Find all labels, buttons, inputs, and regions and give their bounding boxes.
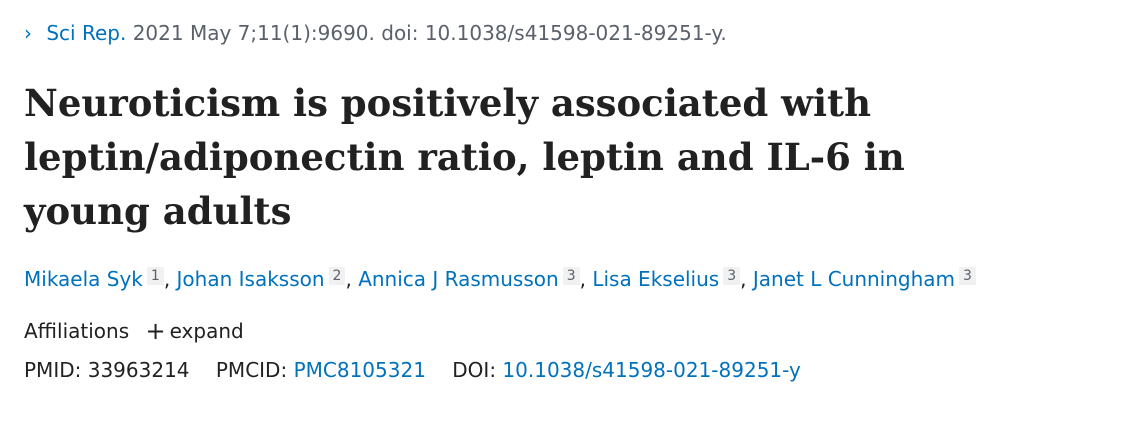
author-link[interactable]: Mikaela Syk	[24, 267, 143, 291]
author-item: Johan Isaksson 2	[177, 267, 346, 291]
author-item: Mikaela Syk 1	[24, 267, 164, 291]
author-separator: ,	[163, 267, 171, 291]
plus-icon: +	[145, 317, 166, 345]
author-item: Lisa Ekselius 3	[592, 267, 741, 291]
pmid-value: 33963214	[87, 358, 190, 382]
affiliation-number[interactable]: 3	[959, 267, 976, 285]
author-item: Annica J Rasmusson 3	[358, 267, 580, 291]
article-identifiers: PMID: 33963214 PMCID: PMC8105321 DOI: 10…	[24, 355, 1124, 385]
article-citation: › Sci Rep. 2021 May 7;11(1):9690. doi: 1…	[24, 18, 1124, 48]
affiliations-row: Affiliations + expand	[24, 316, 1124, 346]
affiliation-number[interactable]: 1	[146, 267, 164, 285]
author-link[interactable]: Janet L Cunningham	[752, 267, 956, 291]
author-link[interactable]: Johan Isaksson	[176, 267, 325, 291]
author-separator: ,	[740, 267, 747, 291]
affiliation-number[interactable]: 3	[723, 267, 741, 285]
citation-details: 2021 May 7;11(1):9690. doi: 10.1038/s415…	[132, 21, 727, 45]
author-separator: ,	[345, 267, 352, 291]
author-separator: ,	[579, 267, 586, 291]
expand-label: expand	[169, 319, 244, 343]
affiliations-label: Affiliations	[24, 319, 130, 343]
journal-link[interactable]: Sci Rep.	[46, 21, 127, 45]
author-item: Janet L Cunningham 3	[753, 267, 976, 291]
authors-list: Mikaela Syk 1, Johan Isaksson 2, Annica J …	[24, 264, 1124, 294]
article-header: › Sci Rep. 2021 May 7;11(1):9690. doi: 1…	[24, 18, 1124, 385]
doi-link[interactable]: 10.1038/s41598-021-89251-y	[502, 358, 801, 382]
affiliation-number[interactable]: 2	[328, 267, 346, 285]
chevron-right-icon[interactable]: ›	[24, 21, 32, 45]
pmcid-label: PMCID:	[215, 358, 288, 382]
author-link[interactable]: Annica J Rasmusson	[358, 267, 559, 291]
pmid-label: PMID:	[24, 358, 82, 382]
pmcid-link[interactable]: PMC8105321	[293, 358, 426, 382]
affiliation-number[interactable]: 3	[562, 267, 580, 285]
author-link[interactable]: Lisa Ekselius	[592, 267, 720, 291]
affiliations-expand-button[interactable]: + expand	[145, 317, 244, 345]
article-title: Neuroticism is positively associated wit…	[24, 81, 905, 233]
doi-label: DOI:	[452, 358, 497, 382]
